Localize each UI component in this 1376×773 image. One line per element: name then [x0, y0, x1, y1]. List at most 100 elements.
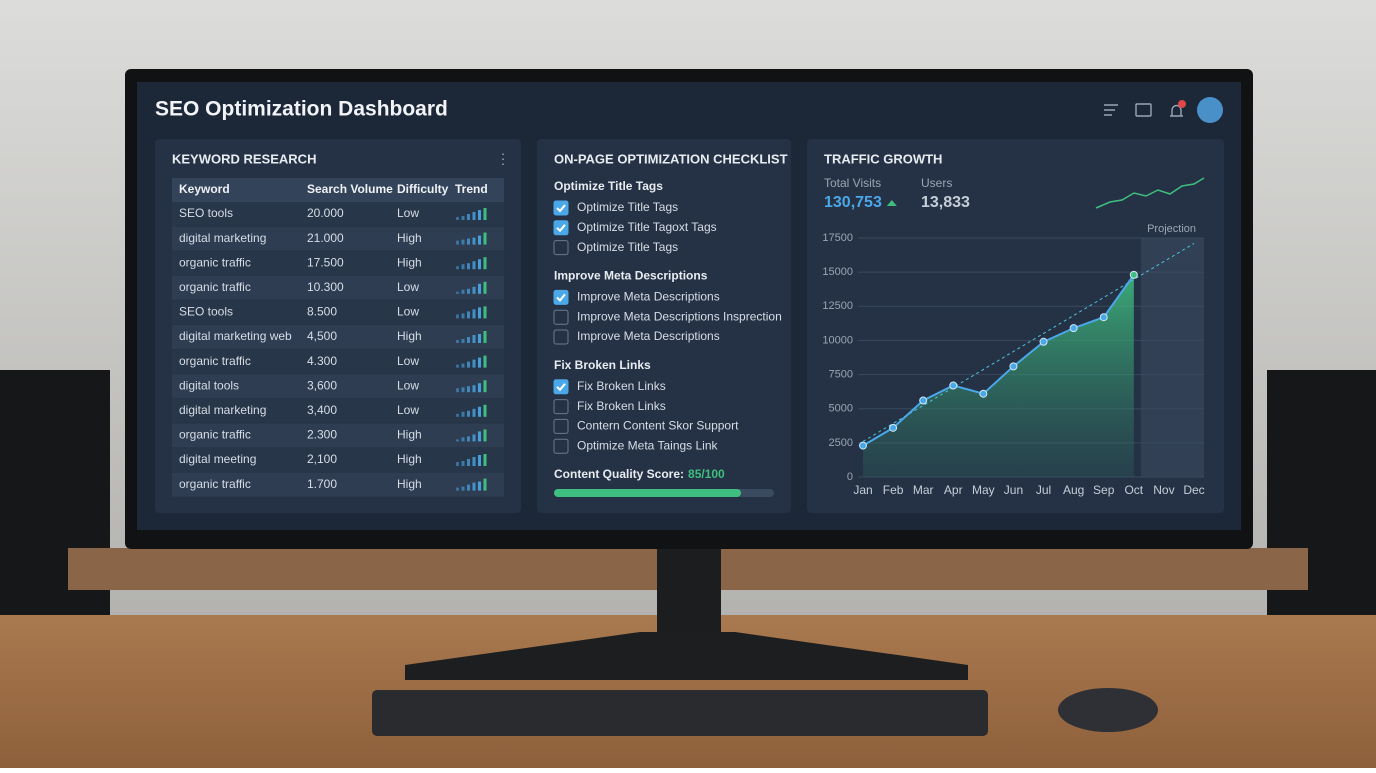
- point: [859, 441, 867, 450]
- stat-label: Users: [921, 176, 952, 190]
- y-tick-label: 7500: [829, 368, 853, 380]
- table-cell: High: [397, 329, 422, 343]
- panel-title: KEYWORD RESEARCH: [172, 151, 316, 166]
- table-row: [172, 423, 504, 448]
- avatar[interactable]: [1197, 97, 1223, 123]
- x-tick-label: Jun: [1004, 483, 1023, 497]
- section-title: Fix Broken Links: [554, 358, 651, 372]
- table-cell: 3,600: [307, 378, 337, 392]
- table-cell: 2.300: [307, 428, 337, 442]
- trend-bar: [478, 481, 481, 491]
- trend-bar: [472, 286, 476, 294]
- checklist-item: Fix Broken Links: [577, 379, 666, 393]
- trend-bar: [483, 281, 487, 294]
- trend-bar: [461, 411, 465, 417]
- table-cell: High: [397, 255, 422, 269]
- trend-bar: [456, 388, 459, 393]
- table-cell: High: [397, 452, 422, 466]
- point: [1009, 362, 1018, 371]
- trend-bar: [461, 216, 465, 220]
- table-cell: 21.000: [307, 231, 344, 245]
- table-cell: 17.500: [307, 255, 344, 269]
- table-cell: Low: [397, 378, 419, 392]
- trend-bar: [456, 340, 459, 343]
- checkbox[interactable]: [553, 240, 569, 256]
- trend-bar: [461, 387, 465, 393]
- table-cell: High: [397, 231, 422, 245]
- y-tick-label: 0: [847, 471, 853, 483]
- table-cell: digital marketing web: [179, 329, 292, 343]
- table-cell: SEO tools: [179, 305, 233, 319]
- point: [1099, 313, 1108, 322]
- table-row: [172, 398, 504, 423]
- trend-bar: [478, 406, 481, 417]
- area: [863, 274, 1134, 477]
- trend-bar: [478, 357, 481, 368]
- keyboard: [372, 690, 988, 736]
- trend-bar: [483, 331, 487, 343]
- score-value: 85/100: [688, 467, 725, 481]
- score-bar: [554, 489, 741, 497]
- line: [862, 274, 1135, 447]
- trend-bar: [467, 484, 470, 491]
- point: [1129, 270, 1138, 279]
- check-mark: [556, 224, 566, 233]
- checkbox[interactable]: [553, 438, 569, 454]
- table-cell: 4.300: [307, 354, 337, 368]
- trend-bar: [461, 239, 465, 245]
- trend-bar: [456, 266, 459, 270]
- trend-bar: [483, 380, 487, 393]
- trend-bar: [467, 311, 470, 319]
- table-cell: digital tools: [179, 378, 239, 392]
- trend-bar: [483, 306, 487, 319]
- checkbox[interactable]: [553, 220, 569, 236]
- trend-bar: [472, 212, 476, 220]
- check-mark: [556, 293, 566, 302]
- table-cell: organic traffic: [179, 477, 251, 491]
- menu-dots[interactable]: ⋮: [496, 151, 510, 167]
- header-icons: [1104, 103, 1183, 117]
- table-cell: High: [397, 477, 422, 491]
- trend-bar: [472, 237, 476, 245]
- table-cell: 3,400: [307, 403, 337, 417]
- mouse: [1058, 688, 1158, 732]
- checklist-item: Optimize Meta Taings Link: [577, 438, 719, 452]
- checkbox[interactable]: [553, 289, 569, 305]
- panel-title: TRAFFIC GROWTH: [824, 151, 942, 166]
- x-tick-label: Mar: [913, 483, 934, 497]
- table-row: [172, 251, 504, 276]
- column-header: Search Volume: [307, 182, 393, 196]
- checkbox[interactable]: [553, 418, 569, 434]
- trend-bar: [467, 288, 470, 294]
- table-cell: 2,100: [307, 452, 337, 466]
- checkbox[interactable]: [553, 329, 569, 345]
- checkbox[interactable]: [553, 379, 569, 395]
- panel-title: ON-PAGE OPTIMIZATION CHECKLIST: [554, 151, 788, 166]
- checkbox[interactable]: [553, 399, 569, 415]
- checkbox[interactable]: [553, 200, 569, 216]
- stand-base: [405, 632, 968, 680]
- y-tick-label: 15000: [822, 266, 853, 278]
- trend-bar: [461, 264, 465, 270]
- checkbox[interactable]: [553, 309, 569, 325]
- notification-dot: [1178, 100, 1186, 108]
- checklist-item: Contern Content Skor Support: [577, 419, 739, 433]
- trend-bar: [456, 439, 459, 442]
- table-cell: Low: [397, 206, 419, 220]
- checklist-item: Improve Meta Descriptions: [577, 290, 720, 304]
- trend-bar: [456, 487, 459, 491]
- trend-bar: [478, 383, 481, 393]
- trend-bar: [461, 289, 465, 294]
- trend-bar: [472, 309, 476, 319]
- trend-bar: [483, 232, 487, 245]
- table-cell: organic traffic: [179, 428, 251, 442]
- x-tick-label: May: [972, 483, 995, 497]
- trend-bar: [461, 437, 465, 442]
- dashboard-title: SEO Optimization Dashboard: [155, 98, 448, 121]
- trend-bar: [456, 291, 459, 294]
- table-header: [172, 178, 504, 202]
- table-cell: Low: [397, 305, 419, 319]
- checklist-item: Fix Broken Links: [577, 399, 666, 413]
